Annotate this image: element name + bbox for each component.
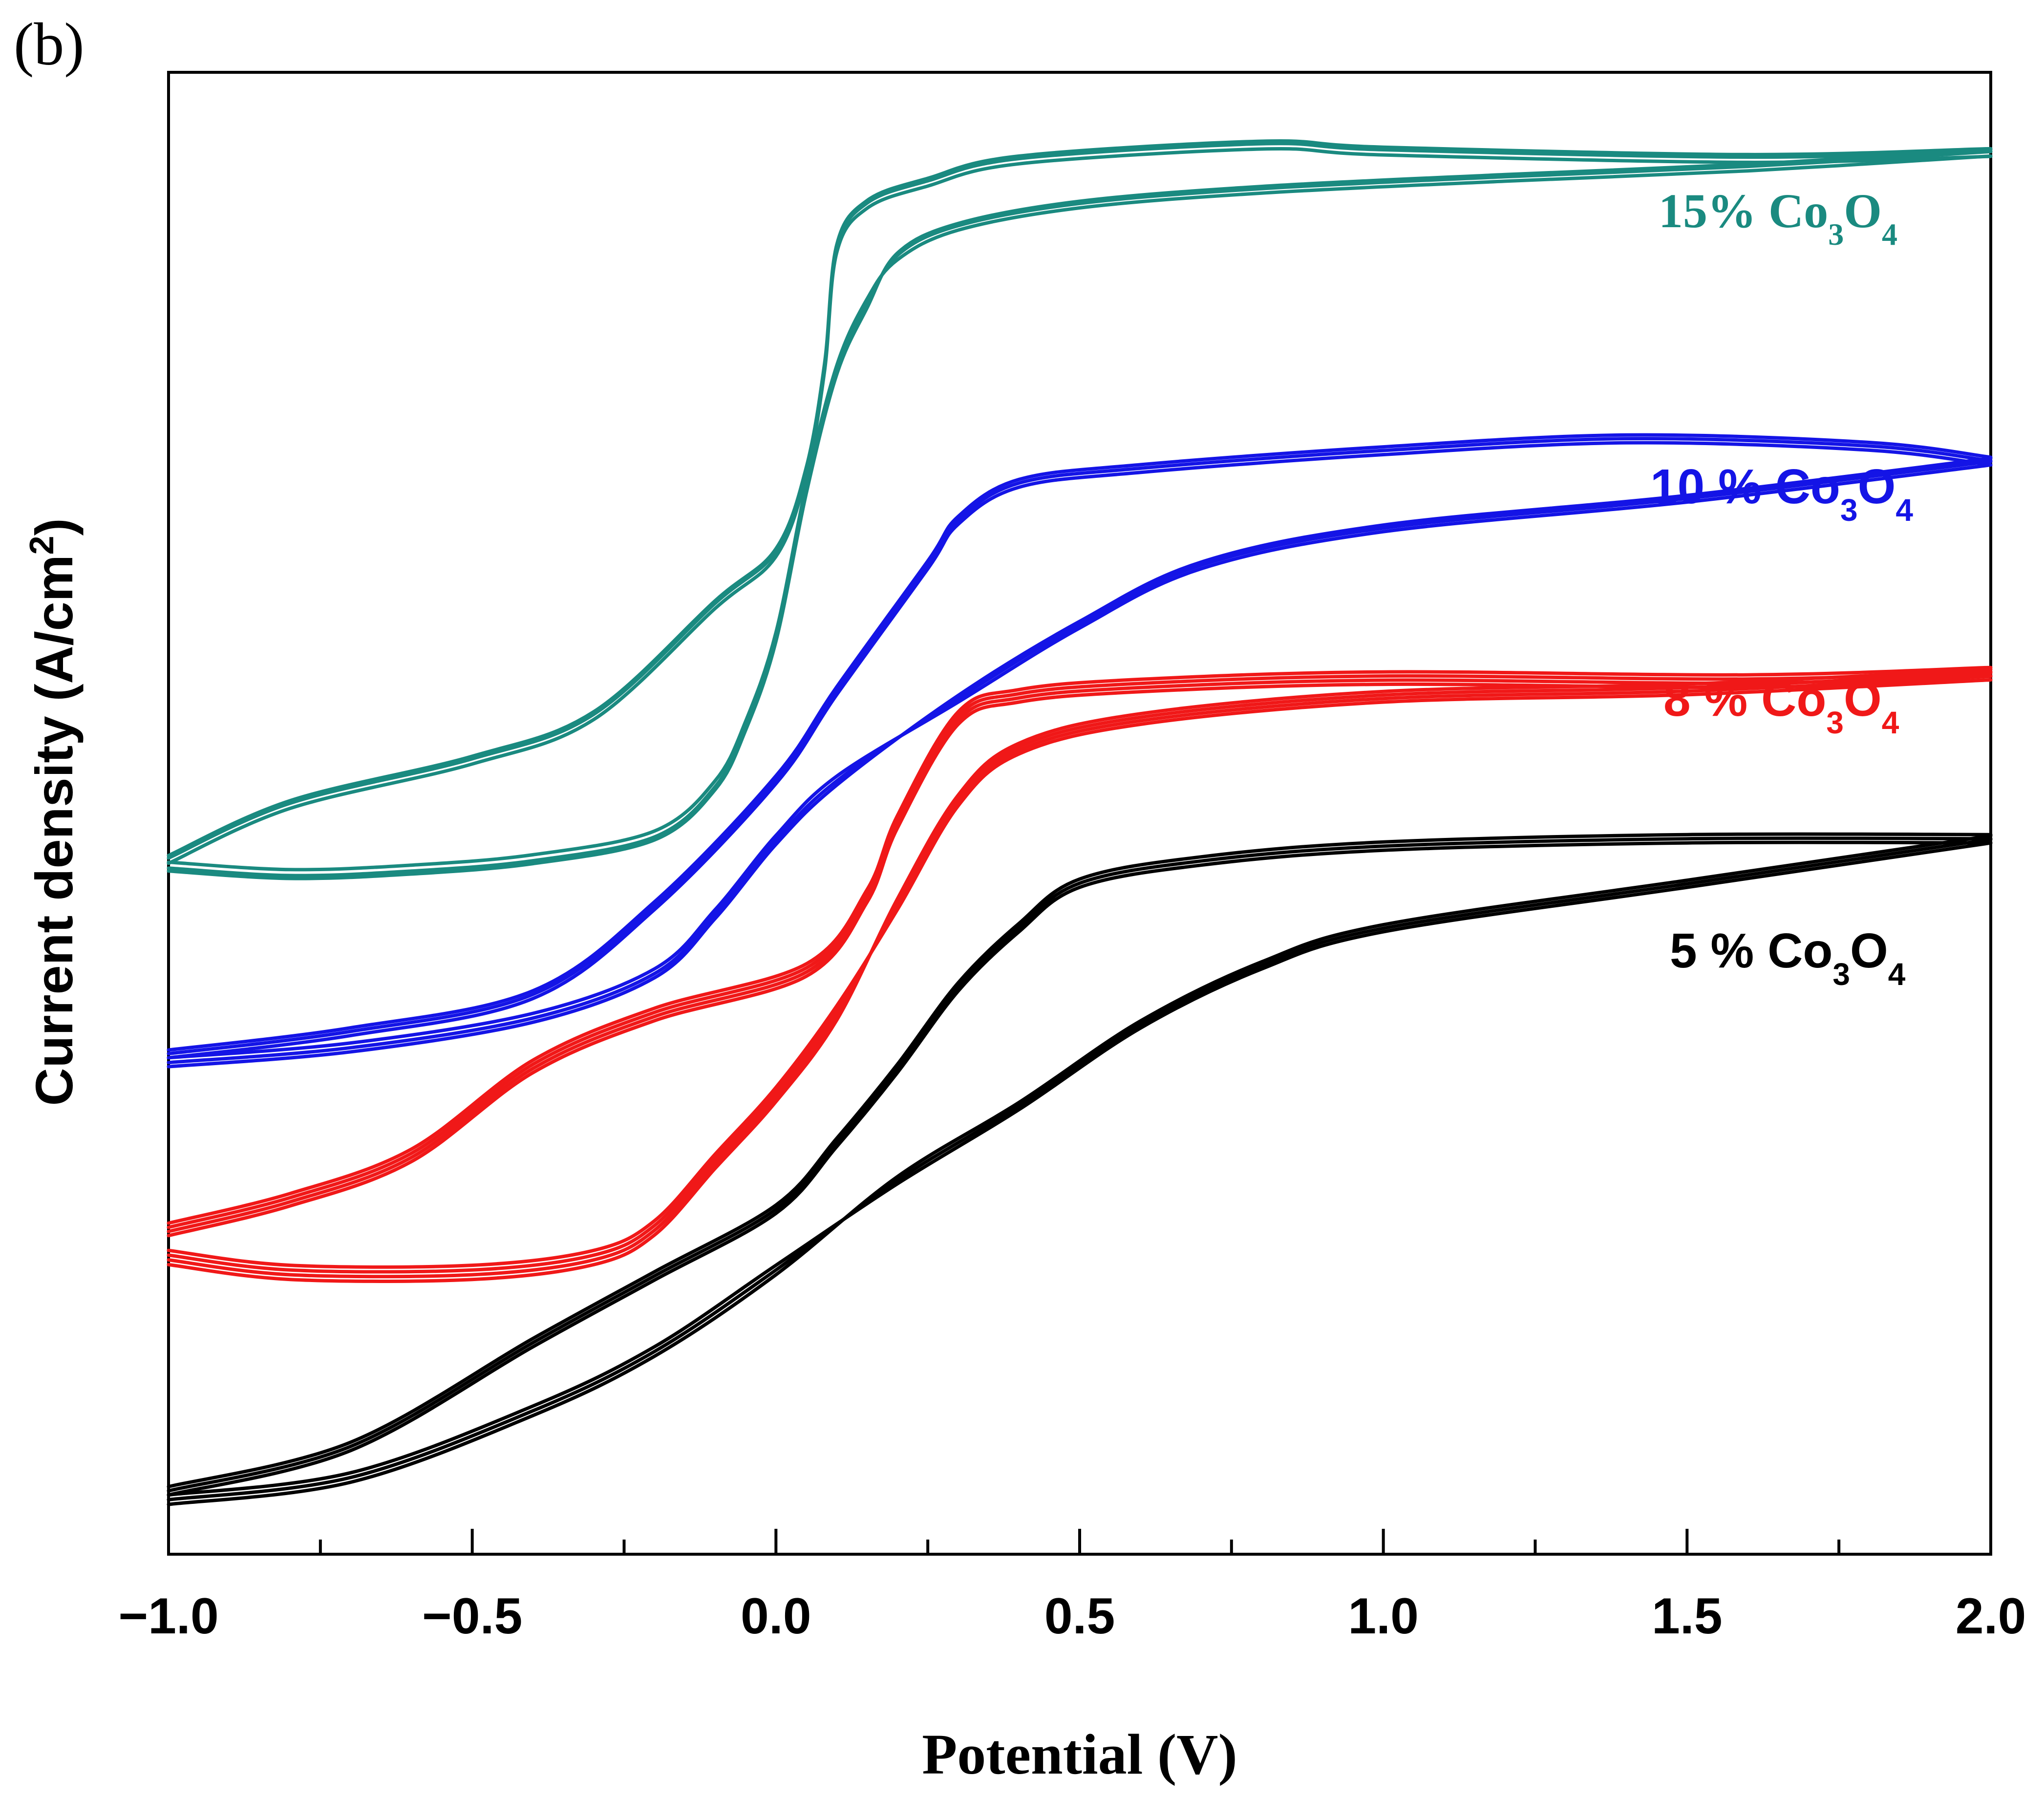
series-curve-forward (167, 834, 1993, 1506)
plot-frame (167, 71, 1992, 1556)
series-label-text: 15% Co (1659, 184, 1828, 238)
series-blue (167, 433, 1993, 1069)
x-axis-ticks (167, 1529, 1992, 1554)
series-label-subscript: 3 (1826, 705, 1844, 740)
series-label-subscript: 4 (1888, 957, 1906, 992)
series-label-text: O (1850, 923, 1888, 978)
x-tick-label: 0.0 (741, 1588, 811, 1645)
series-label-subscript: 3 (1832, 957, 1850, 992)
x-tick-label: 2.0 (1956, 1588, 2026, 1645)
series-curve-backward (167, 139, 1993, 857)
series-curve-forward (167, 456, 1993, 1069)
series-red (167, 665, 1993, 1283)
series-label: 10 % Co3O4 (1650, 459, 1913, 528)
series-label-subscript: 4 (1895, 493, 1913, 528)
series-curve-backward (167, 441, 1993, 1060)
series-label-text: O (1844, 184, 1882, 238)
x-axis-tick-labels: −1.0 −0.5 0.0 0.5 1.0 1.5 2.0 (118, 1588, 2026, 1645)
series-curve-forward (167, 667, 1993, 1283)
series-label: 8 % Co3O4 (1663, 672, 1899, 740)
y-axis-title: Current density (A/cm2) (22, 518, 84, 1106)
series-curve-backward (167, 670, 1993, 1229)
x-tick-label: 1.0 (1348, 1588, 1419, 1645)
series-label-subscript: 4 (1882, 705, 1899, 740)
series-label-text: O (1858, 459, 1896, 514)
series-curve-backward (167, 678, 1993, 1238)
series-curve-forward (167, 154, 1993, 872)
x-axis-title: Potential (V) (922, 1722, 1237, 1786)
series-curve-backward (167, 665, 1993, 1225)
series-teal (167, 139, 1993, 880)
x-tick-label: 1.5 (1652, 1588, 1723, 1645)
y-axis-title-superscript: 2 (22, 535, 61, 555)
series-curve-backward (167, 836, 1993, 1493)
series-label: 15% Co3O4 (1659, 184, 1897, 252)
series-black (167, 832, 1993, 1506)
series-label-subscript: 3 (1828, 217, 1844, 252)
x-tick-label: −0.5 (422, 1588, 522, 1645)
series-label-text: 10 % Co (1650, 459, 1840, 514)
series-curve-backward (167, 840, 1993, 1497)
series-label-subscript: 4 (1882, 217, 1897, 252)
series-label-subscript: 3 (1840, 493, 1858, 528)
y-axis-title-main: Current density (A/cm (24, 555, 84, 1106)
series-curve-forward (167, 837, 1993, 1501)
series-curve-backward (167, 437, 1993, 1055)
series-layer (167, 139, 1993, 1506)
series-curve-backward (167, 674, 1993, 1233)
x-tick-label: −1.0 (118, 1588, 218, 1645)
series-curve-backward (167, 433, 1993, 1052)
series-label-text: 5 % Co (1670, 923, 1832, 978)
series-label: 5 % Co3O4 (1670, 923, 1906, 992)
series-curve-forward (167, 841, 1993, 1497)
series-label-text: O (1844, 672, 1882, 727)
series-label-text: 8 % Co (1663, 672, 1826, 727)
y-axis-title-close: ) (24, 518, 84, 535)
series-curve-backward (167, 832, 1993, 1489)
series-curve-forward (167, 148, 1993, 880)
x-tick-label: 0.5 (1044, 1588, 1115, 1645)
panel-label: (b) (14, 11, 85, 78)
